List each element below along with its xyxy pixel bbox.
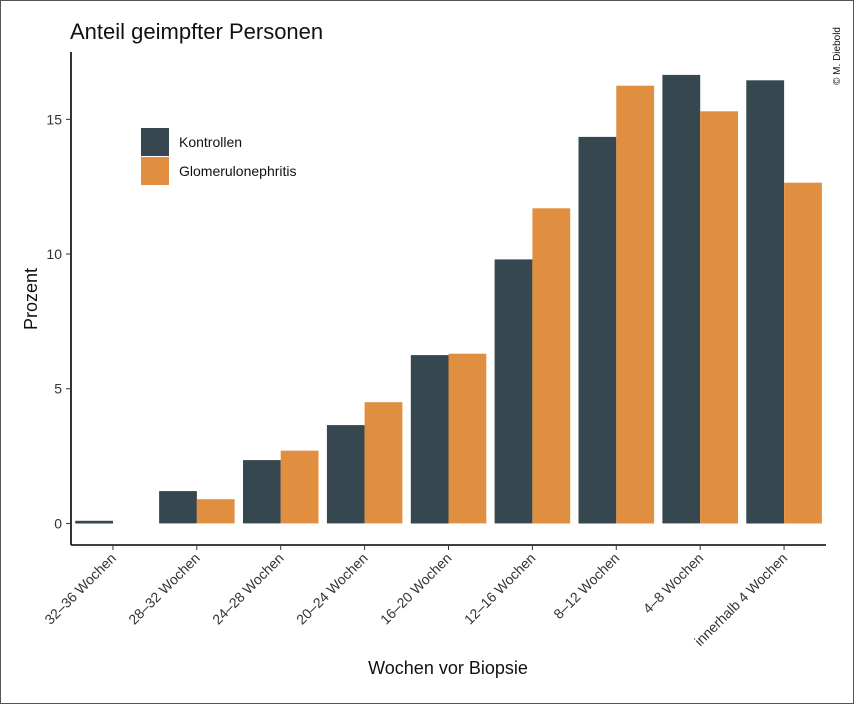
x-tick-label: 28–32 Wochen (125, 550, 203, 628)
bar-kontrollen-5 (494, 259, 533, 524)
bar-kontrollen-0 (75, 520, 113, 524)
x-axis-title: Wochen vor Biopsie (368, 658, 528, 678)
bar-kontrollen-8 (746, 80, 785, 524)
bar-kontrollen-4 (410, 355, 449, 524)
x-tick-label: 12–16 Wochen (461, 550, 539, 628)
bar-glomerulonephritis-2 (280, 450, 319, 524)
bar-glomerulonephritis-7 (700, 111, 738, 524)
y-tick-label: 0 (54, 515, 62, 531)
x-tick-label: 16–20 Wochen (377, 550, 455, 628)
legend-swatch-kontrollen (141, 128, 169, 156)
legend-label-glomerulonephritis: Glomerulonephritis (179, 163, 297, 179)
x-tick-label: 32–36 Wochen (41, 550, 119, 628)
copyright-credit: © M. Diebold (832, 27, 843, 85)
bar-glomerulonephritis-1 (196, 499, 235, 524)
y-axis-title: Prozent (21, 268, 41, 330)
bar-glomerulonephritis-6 (616, 85, 655, 524)
bar-glomerulonephritis-5 (532, 208, 571, 524)
bars-group (75, 74, 822, 524)
x-tick-label: 24–28 Wochen (209, 550, 287, 628)
bar-kontrollen-6 (578, 136, 617, 524)
x-tick-label: innerhalb 4 Wochen (691, 550, 790, 649)
x-tick-label: 8–12 Wochen (550, 550, 622, 622)
legend-swatch-glomerulonephritis (141, 157, 169, 185)
bar-glomerulonephritis-8 (784, 182, 822, 524)
chart-title: Anteil geimpfter Personen (70, 19, 323, 44)
y-tick-label: 5 (54, 381, 62, 397)
y-tick-label: 15 (46, 111, 62, 127)
legend: Kontrollen Glomerulonephritis (141, 128, 297, 185)
bar-kontrollen-2 (243, 460, 281, 524)
legend-label-kontrollen: Kontrollen (179, 134, 242, 150)
y-tick-label: 10 (46, 246, 62, 262)
bar-glomerulonephritis-4 (448, 353, 487, 524)
x-tick-label: 4–8 Wochen (640, 550, 707, 617)
bar-kontrollen-1 (159, 491, 197, 524)
bar-kontrollen-3 (326, 425, 365, 524)
x-tick-label: 20–24 Wochen (293, 550, 371, 628)
bar-kontrollen-7 (662, 74, 701, 524)
bar-glomerulonephritis-3 (364, 402, 403, 524)
